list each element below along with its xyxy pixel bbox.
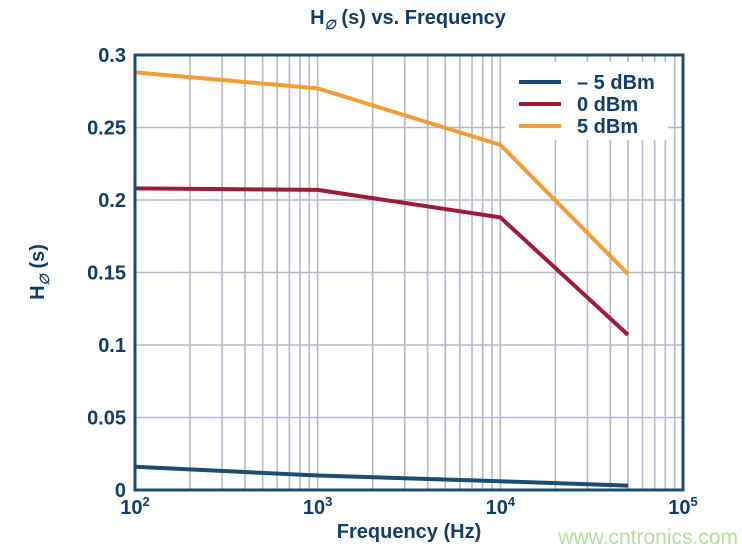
legend-label: – 5 dBm — [577, 72, 655, 94]
chart-title: H∅ (s) vs. Frequency — [310, 7, 507, 32]
x-tick-label: 103 — [303, 494, 332, 519]
x-tick-label: 104 — [486, 494, 516, 519]
y-tick-label: 0.1 — [98, 335, 126, 357]
series-line-5-dbm — [134, 464, 629, 488]
y-tick-label: 0.2 — [98, 190, 126, 212]
y-axis-title: H∅ (s) — [27, 244, 52, 300]
x-tick-label: 105 — [668, 494, 697, 519]
y-tick-label: 0 — [115, 480, 126, 502]
grid-layer — [135, 55, 683, 490]
watermark: www.cntronics.com — [557, 526, 738, 549]
series-line-5-dbm — [134, 70, 630, 276]
y-tick-label: 0.25 — [87, 118, 126, 140]
series-line-0-dbm — [134, 186, 630, 337]
plot-border — [133, 53, 685, 492]
y-tick-label: 0.3 — [98, 45, 126, 67]
y-tick-label: 0.15 — [87, 263, 126, 285]
tick-labels: 0 0.05 0.1 0.15 0.2 0.25 0.3 102 103 104 105 — [87, 45, 698, 519]
x-axis-title: Frequency (Hz) — [337, 521, 481, 543]
legend-label: 5 dBm — [577, 116, 638, 138]
y-tick-label: 0.05 — [87, 408, 126, 430]
legend-label: 0 dBm — [577, 94, 638, 116]
x-tick-label: 102 — [120, 494, 149, 519]
series-layer — [134, 70, 630, 488]
